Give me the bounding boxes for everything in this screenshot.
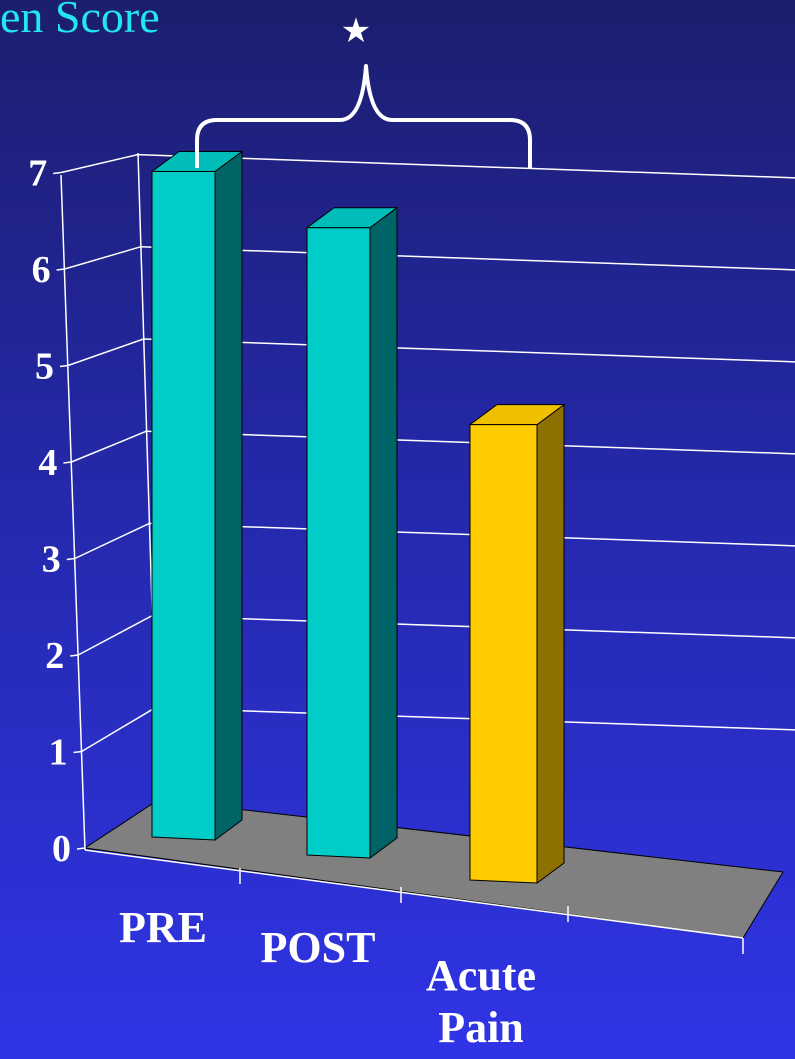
x-axis-line [84, 849, 744, 939]
y-tick-mark [76, 847, 86, 850]
gridline-depth [81, 707, 156, 753]
bars [150, 150, 566, 884]
bar-front [469, 424, 538, 884]
y-axis: 0 1 2 3 4 5 6 7 [28, 153, 86, 870]
y-tick-label: 0 [52, 828, 71, 870]
y-tick-label: 7 [28, 153, 47, 195]
y-tick-label: 1 [49, 732, 68, 774]
y-tick-mark [53, 171, 62, 175]
significance-star: ★ [341, 13, 371, 50]
x-tick-label: Acute Pain [426, 951, 536, 1052]
bar [150, 150, 244, 841]
gridline [140, 246, 795, 271]
y-tick-label: 6 [32, 249, 51, 291]
y-tick-label: 5 [35, 346, 54, 388]
y-tick-mark [70, 654, 79, 657]
y-tick-mark [56, 268, 65, 271]
significance-annotation: ★ [195, 13, 532, 168]
y-tick-mark [66, 557, 75, 561]
bar [305, 206, 399, 859]
y-tick-mark [59, 364, 69, 368]
gridline-depth [64, 246, 141, 270]
bar-front [151, 171, 216, 841]
gridline-depth [67, 338, 144, 367]
gridline-depth [61, 153, 138, 174]
gridline-depth [71, 430, 147, 463]
bar-side [214, 150, 243, 841]
bar-side [369, 206, 398, 859]
y-tick-mark [63, 461, 72, 464]
gridline [143, 338, 795, 363]
bar [468, 403, 566, 884]
significance-bracket [195, 64, 532, 168]
gridline [137, 153, 795, 179]
y-tick-label: 2 [45, 635, 64, 677]
x-tick-label: POST [261, 923, 376, 972]
bar-side [536, 403, 565, 884]
chart-title: en Score [0, 0, 160, 42]
y-tick-label: 3 [42, 539, 61, 581]
bar-front [306, 227, 371, 859]
y-tick-label: 4 [38, 442, 57, 484]
gridline-depth [74, 522, 150, 560]
y-axis-line [60, 174, 86, 851]
x-tick-label: PRE [119, 903, 207, 952]
gridline-depth [77, 614, 153, 656]
x-axis: PRE POST Acute Pain [84, 849, 744, 1052]
y-tick-mark [73, 750, 82, 754]
